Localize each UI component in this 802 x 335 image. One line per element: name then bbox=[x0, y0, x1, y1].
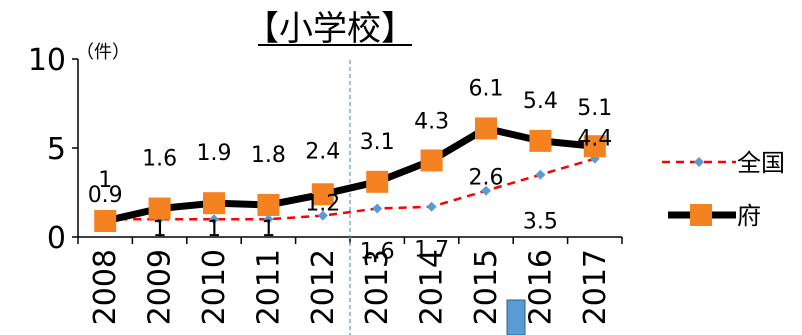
data-label-national: 1 bbox=[207, 217, 221, 242]
data-label-national: 1.2 bbox=[305, 192, 340, 217]
data-label-prefecture: 5.1 bbox=[577, 96, 612, 121]
series-point-national bbox=[372, 203, 383, 214]
legend-marker-prefecture bbox=[690, 204, 712, 226]
data-label-national: 1 bbox=[261, 217, 275, 242]
data-label-national: 1 bbox=[153, 217, 167, 242]
series-point-national bbox=[317, 210, 328, 221]
data-label-national: 1.6 bbox=[360, 240, 395, 265]
legend-label-prefecture: 府 bbox=[737, 202, 761, 230]
data-label-prefecture: 0.9 bbox=[88, 183, 123, 208]
data-label-prefecture: 4.3 bbox=[414, 109, 449, 134]
series-point-prefecture bbox=[366, 170, 389, 193]
y-tick-label: 10 bbox=[28, 43, 66, 78]
series-point-national bbox=[263, 214, 274, 225]
legend: 全国府 bbox=[662, 149, 785, 230]
y-tick-label: 0 bbox=[47, 221, 66, 256]
x-tick-label: 2011 bbox=[251, 249, 286, 325]
data-label-national: 1 bbox=[98, 168, 112, 193]
y-tick-label: 5 bbox=[47, 132, 66, 167]
x-tick-label: 2015 bbox=[469, 249, 504, 325]
x-tick-label: 2016 bbox=[523, 249, 558, 325]
series-point-prefecture bbox=[148, 197, 171, 220]
series-point-prefecture bbox=[529, 129, 552, 152]
x-tick-label: 2013 bbox=[360, 249, 395, 325]
series-point-prefecture bbox=[583, 135, 606, 158]
legend-label-national: 全国 bbox=[737, 149, 785, 177]
data-label-national: 3.5 bbox=[523, 210, 558, 235]
series-point-national bbox=[535, 169, 546, 180]
series-point-prefecture bbox=[475, 117, 497, 140]
series-point-national bbox=[209, 214, 219, 225]
series-line-prefecture bbox=[104, 124, 596, 225]
data-label-national: 4.4 bbox=[577, 127, 612, 152]
data-label-prefecture: 2.4 bbox=[305, 139, 340, 164]
x-tick-label: 2014 bbox=[415, 249, 450, 325]
series-point-prefecture bbox=[257, 193, 280, 216]
x-tick-label: 2009 bbox=[143, 249, 178, 325]
x-tick-label: 2017 bbox=[578, 249, 613, 325]
x-tick-label: 2010 bbox=[197, 249, 232, 325]
series-point-prefecture bbox=[420, 149, 443, 172]
data-label-prefecture: 1.8 bbox=[251, 143, 286, 168]
axes: 0 5 10 2008 2009 2010 2011 2012 2013 2014 2015 2016… bbox=[28, 43, 623, 325]
series-point-national bbox=[426, 201, 437, 212]
data-label-national: 1.7 bbox=[414, 238, 449, 263]
data-label-prefecture: 1.6 bbox=[142, 147, 177, 172]
y-axis-unit: （件） bbox=[76, 42, 130, 63]
series-layer bbox=[94, 117, 606, 232]
selection-handle[interactable] bbox=[506, 299, 526, 335]
data-label-prefecture: 5.4 bbox=[523, 89, 558, 114]
data-labels-layer: 1 1 1 1 1.2 1.6 1.7 2.6 3.5 4.4 0.9 1.6 1.9 1.8 2.4 3.1… bbox=[88, 76, 613, 264]
data-label-prefecture: 6.1 bbox=[469, 76, 504, 101]
chart-title: 【小学校】 bbox=[245, 9, 415, 49]
series-point-prefecture bbox=[203, 192, 225, 215]
series-line-national bbox=[105, 157, 596, 221]
x-tick-label: 2008 bbox=[88, 249, 123, 325]
data-label-national: 2.6 bbox=[469, 166, 504, 191]
series-point-national bbox=[481, 185, 491, 196]
x-tick-label: 2012 bbox=[306, 249, 341, 325]
data-label-prefecture: 1.9 bbox=[197, 141, 232, 166]
data-label-prefecture: 3.1 bbox=[360, 130, 395, 155]
series-point-prefecture bbox=[94, 209, 117, 232]
legend-marker-national bbox=[694, 157, 704, 167]
series-point-prefecture bbox=[311, 183, 334, 206]
